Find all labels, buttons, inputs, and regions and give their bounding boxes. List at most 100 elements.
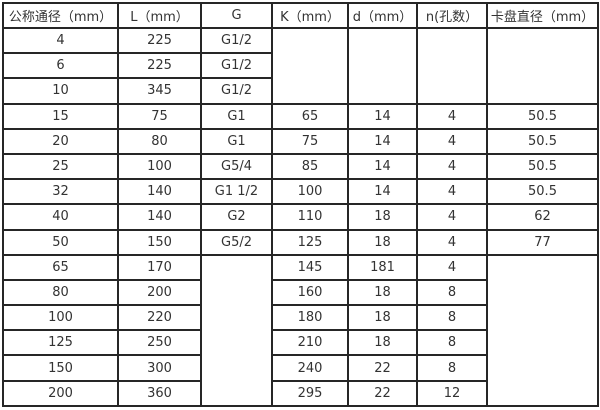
cell-n: 4	[416, 203, 488, 231]
merged-empty-cell-d	[347, 27, 418, 105]
merged-empty-cell-chuck	[486, 27, 599, 105]
table-row: 6 225 G1/2	[2, 52, 598, 80]
cell-k: 100	[271, 178, 349, 206]
cell-d: 181	[347, 253, 418, 281]
cell-l: 170	[117, 253, 202, 281]
cell-k: 210	[271, 329, 349, 357]
cell-dn: 4	[2, 26, 119, 55]
cell-dn: 10	[2, 77, 119, 105]
merged-empty-cell-n	[416, 27, 488, 105]
merged-empty-cell-chuck	[486, 253, 599, 408]
cell-g: G1/2	[200, 26, 273, 55]
header-g: G	[200, 2, 273, 29]
cell-dn: 200	[2, 379, 119, 408]
cell-n: 4	[416, 253, 488, 281]
header-d: d（mm）	[347, 2, 418, 29]
cell-chuck: 77	[486, 228, 599, 256]
cell-dn: 40	[2, 203, 119, 231]
cell-l: 360	[117, 379, 202, 408]
cell-dn: 25	[2, 152, 119, 181]
table-row: 4 225 G1/2	[2, 26, 599, 105]
cell-g: G1/2	[200, 77, 273, 105]
cell-n: 8	[416, 329, 488, 357]
cell-dn: 150	[2, 354, 119, 382]
cell-chuck: 50.5	[486, 102, 599, 130]
cell-k: 110	[271, 203, 349, 231]
cell-n: 4	[416, 152, 488, 181]
cell-k: 160	[271, 278, 349, 307]
cell-d: 18	[347, 329, 418, 357]
cell-chuck: 62	[486, 203, 599, 231]
table-row: 50 150 G5/2 125 18 4 77	[2, 228, 599, 256]
cell-chuck: 50.5	[486, 178, 599, 206]
table-row: 10 345 G1/2	[2, 77, 598, 105]
cell-l: 150	[117, 228, 202, 256]
cell-chuck: 50.5	[486, 127, 599, 155]
cell-n: 4	[416, 228, 488, 256]
cell-d: 22	[347, 354, 418, 382]
cell-k: 240	[271, 354, 349, 382]
cell-dn: 32	[2, 178, 119, 206]
cell-dn: 6	[2, 52, 119, 80]
cell-g: G1/2	[200, 52, 273, 80]
table-row: 200 360 295 22 12	[2, 379, 598, 408]
cell-dn: 20	[2, 127, 119, 155]
cell-n: 12	[416, 379, 488, 408]
cell-g: G5/4	[200, 152, 273, 181]
cell-g: G2	[200, 203, 273, 231]
table-row: 65 170 145 181 4	[2, 253, 599, 408]
table-row: 125 250 210 18 8	[2, 329, 598, 357]
merged-empty-cell-g	[200, 253, 273, 408]
cell-d: 14	[347, 152, 418, 181]
cell-d: 18	[347, 304, 418, 332]
cell-d: 14	[347, 127, 418, 155]
cell-dn: 65	[2, 253, 119, 281]
cell-l: 100	[117, 152, 202, 181]
cell-dn: 50	[2, 228, 119, 256]
cell-k: 125	[271, 228, 349, 256]
cell-k: 295	[271, 379, 349, 408]
cell-dn: 80	[2, 278, 119, 307]
header-row: 公称通径（mm） L（mm） G K（mm） d（mm） n(孔数） 卡盘直径（…	[2, 2, 599, 29]
cell-n: 4	[416, 127, 488, 155]
cell-d: 18	[347, 278, 418, 307]
cell-n: 4	[416, 102, 488, 130]
header-l: L（mm）	[117, 2, 202, 29]
cell-g: G5/2	[200, 228, 273, 256]
cell-dn: 125	[2, 329, 119, 357]
cell-l: 140	[117, 203, 202, 231]
cell-l: 80	[117, 127, 202, 155]
table-row: 32 140 G1 1/2 100 14 4 50.5	[2, 178, 599, 206]
cell-n: 8	[416, 354, 488, 382]
cell-k: 65	[271, 102, 349, 130]
cell-d: 22	[347, 379, 418, 408]
cell-l: 75	[117, 102, 202, 130]
cell-k: 145	[271, 253, 349, 281]
table-row: 15 75 G1 65 14 4 50.5	[2, 102, 599, 130]
cell-l: 200	[117, 278, 202, 307]
cell-g: G1	[200, 127, 273, 155]
header-n-holes: n(孔数）	[416, 2, 488, 29]
header-chuck-diameter: 卡盘直径（mm）	[486, 2, 599, 29]
table-row: 20 80 G1 75 14 4 50.5	[2, 127, 599, 155]
cell-dn: 15	[2, 102, 119, 130]
cell-d: 14	[347, 178, 418, 206]
cell-n: 4	[416, 178, 488, 206]
cell-l: 140	[117, 178, 202, 206]
cell-g: G1 1/2	[200, 178, 273, 206]
header-nominal-diameter: 公称通径（mm）	[2, 2, 119, 29]
cell-n: 8	[416, 278, 488, 307]
cell-k: 85	[271, 152, 349, 181]
cell-l: 345	[117, 77, 202, 105]
cell-l: 300	[117, 354, 202, 382]
cell-d: 14	[347, 102, 418, 130]
table-row: 100 220 180 18 8	[2, 304, 598, 332]
cell-dn: 100	[2, 304, 119, 332]
cell-l: 225	[117, 26, 202, 55]
merged-empty-cell-k	[271, 27, 349, 105]
cell-n: 8	[416, 304, 488, 332]
table-row: 25 100 G5/4 85 14 4 50.5	[2, 152, 599, 181]
table-row: 80 200 160 18 8	[2, 278, 598, 307]
